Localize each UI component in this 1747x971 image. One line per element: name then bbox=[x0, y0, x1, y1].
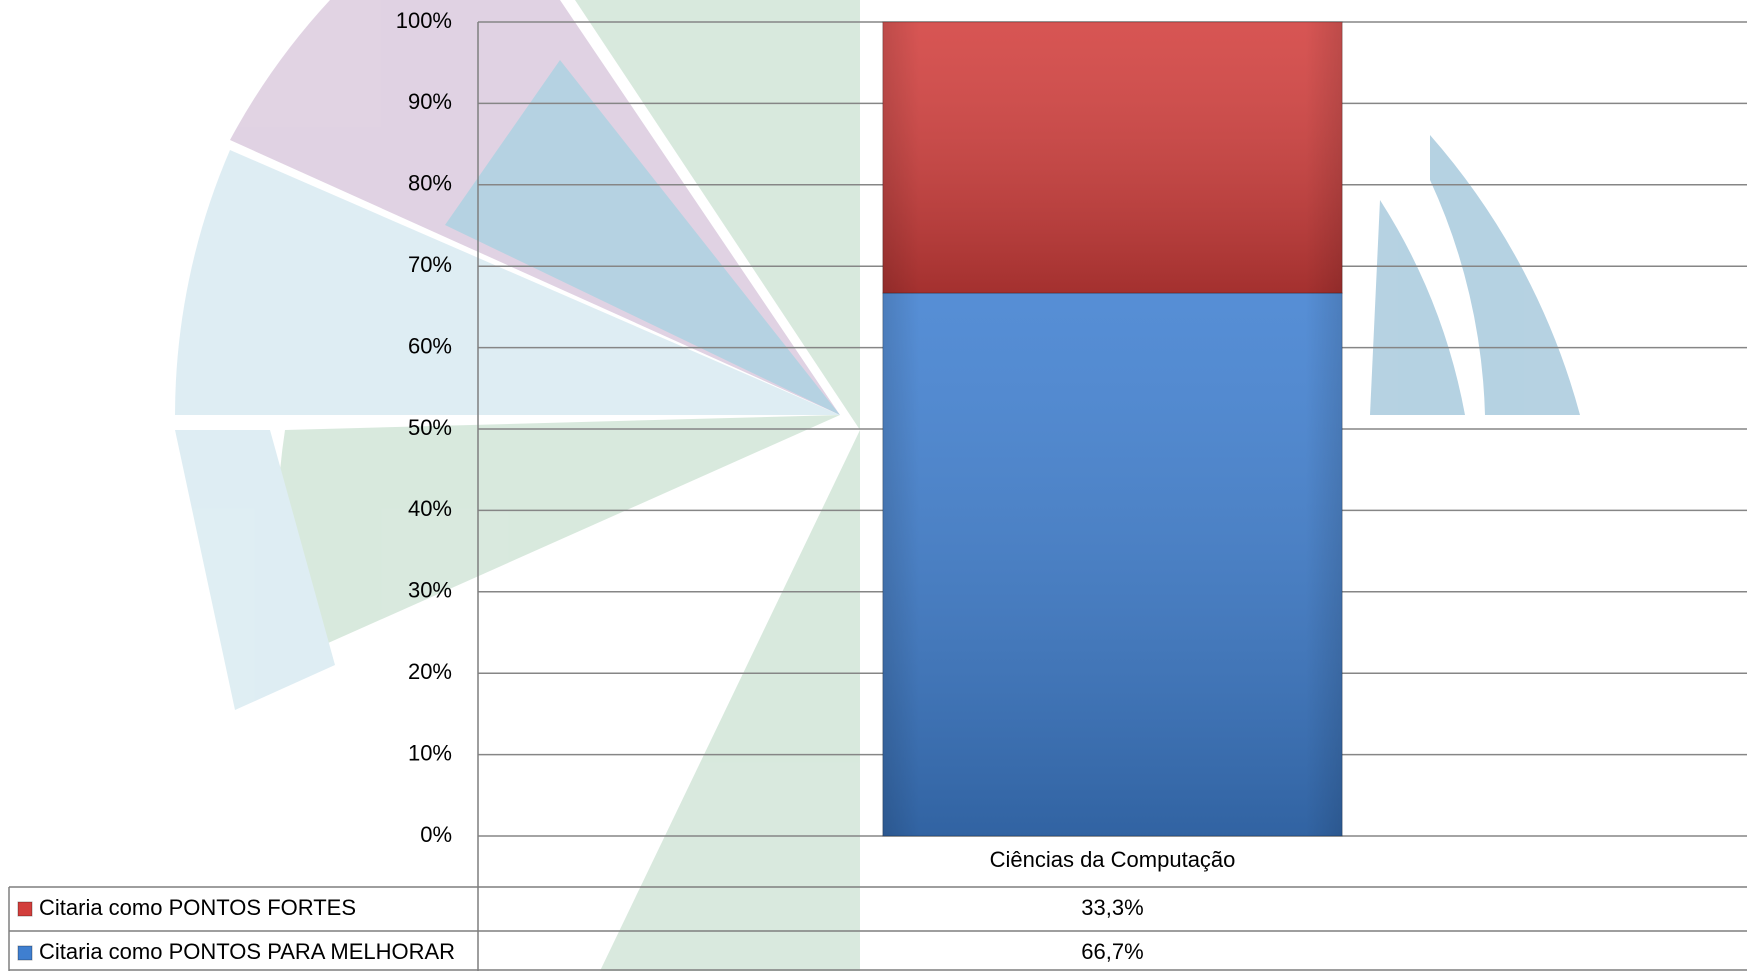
y-tick-label: 70% bbox=[408, 252, 452, 277]
y-tick-label: 40% bbox=[408, 496, 452, 521]
legend-label: Citaria como PONTOS PARA MELHORAR bbox=[39, 939, 455, 964]
y-tick-label: 60% bbox=[408, 333, 452, 358]
plot-area: 0% 10% 20% 30% 40% 50% 60% 70% 80% 90% 100% Ciência… bbox=[17, 8, 1747, 964]
table-value: 33,3% bbox=[1081, 895, 1143, 920]
legend-label: Citaria como PONTOS FORTES bbox=[39, 895, 356, 920]
y-tick-label: 90% bbox=[408, 89, 452, 114]
y-tick-label: 30% bbox=[408, 578, 452, 603]
y-tick-label: 100% bbox=[396, 8, 452, 33]
bar-edge bbox=[882, 21, 1343, 294]
y-tick-label: 0% bbox=[420, 822, 452, 847]
y-tick-label: 50% bbox=[408, 415, 452, 440]
x-tick-label: Ciências da Computação bbox=[990, 847, 1236, 872]
bar-edge bbox=[882, 292, 1343, 837]
data-table bbox=[8, 22, 1747, 971]
y-tick-label: 20% bbox=[408, 659, 452, 684]
y-tick-label: 80% bbox=[408, 171, 452, 196]
background-decoration bbox=[175, 0, 1580, 971]
legend-swatch bbox=[17, 901, 33, 917]
y-tick-label: 10% bbox=[408, 740, 452, 765]
table-value: 66,7% bbox=[1081, 939, 1143, 964]
legend-swatch bbox=[17, 945, 33, 961]
